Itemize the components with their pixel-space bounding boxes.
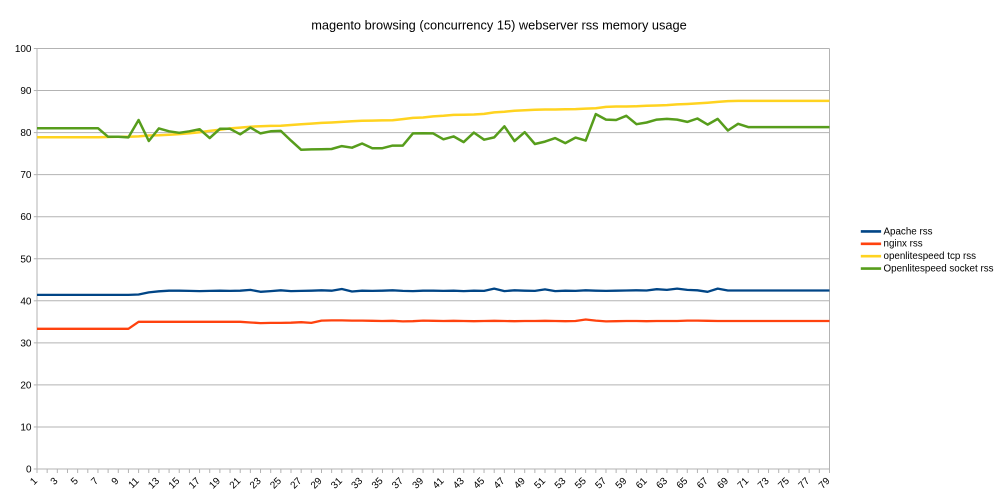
svg-text:90: 90 [20, 86, 32, 97]
svg-text:20: 20 [20, 380, 32, 391]
svg-text:10: 10 [20, 422, 32, 433]
svg-text:nginx rss: nginx rss [884, 239, 923, 250]
svg-text:60: 60 [20, 212, 32, 223]
svg-text:30: 30 [20, 338, 32, 349]
svg-text:70: 70 [20, 170, 32, 181]
svg-text:100: 100 [15, 44, 32, 55]
svg-text:80: 80 [20, 128, 32, 139]
svg-text:50: 50 [20, 254, 32, 265]
svg-text:openlitespeed tcp rss: openlitespeed tcp rss [884, 251, 977, 262]
svg-text:40: 40 [20, 296, 32, 307]
svg-text:Apache rss: Apache rss [884, 226, 933, 237]
svg-text:Openlitespeed socket rss: Openlitespeed socket rss [884, 264, 994, 275]
svg-text:0: 0 [26, 465, 32, 476]
svg-text:magento browsing (concurrency: magento browsing (concurrency 15) webser… [311, 18, 687, 33]
